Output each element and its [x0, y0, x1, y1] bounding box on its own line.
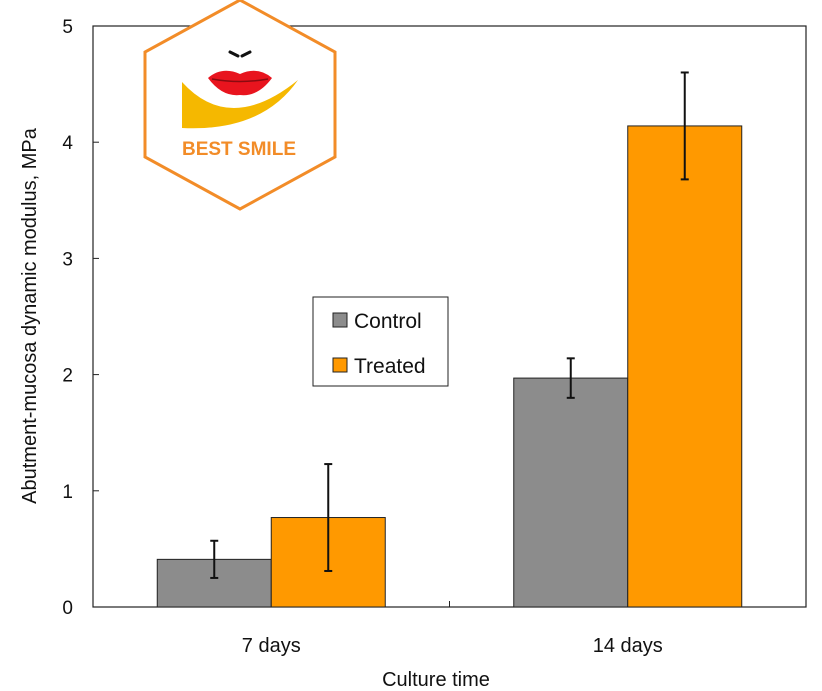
- y-tick-label: 2: [62, 366, 73, 387]
- error-bars-group: [210, 71, 689, 579]
- legend: Control Treated: [312, 296, 449, 387]
- legend-swatch-treated: [332, 357, 348, 373]
- y-tick-label: 1: [62, 482, 73, 503]
- logo-text: BEST SMILE: [182, 139, 296, 160]
- x-category-label: 7 days: [242, 635, 301, 657]
- y-tick-label: 3: [62, 249, 73, 270]
- y-tick-label: 4: [62, 133, 73, 154]
- logo-smile-swoosh: [182, 80, 298, 129]
- logo-lips-line: [211, 78, 269, 83]
- logo-lips: [208, 70, 272, 96]
- legend-label-control: Control: [354, 310, 422, 333]
- y-tick-label: 5: [62, 17, 73, 38]
- best-smile-logo: BEST SMILE: [143, 0, 337, 211]
- bars-group: [156, 125, 743, 608]
- logo-eyes: [228, 50, 252, 58]
- bar-treated-2: [627, 125, 743, 608]
- y-tick-label: 0: [62, 598, 73, 619]
- legend-label-treated: Treated: [354, 355, 426, 378]
- bar-control-2: [513, 377, 629, 608]
- x-axis: 7 days 14 days: [242, 601, 663, 657]
- logo-hexagon: [143, 0, 337, 211]
- y-axis: 0 1 2 3 4 5: [62, 17, 99, 619]
- y-axis-title: Abutment-mucosa dynamic modulus, MPa: [19, 127, 41, 504]
- x-axis-title: Culture time: [382, 669, 490, 691]
- legend-swatch-control: [332, 312, 348, 328]
- x-category-label: 14 days: [593, 635, 663, 657]
